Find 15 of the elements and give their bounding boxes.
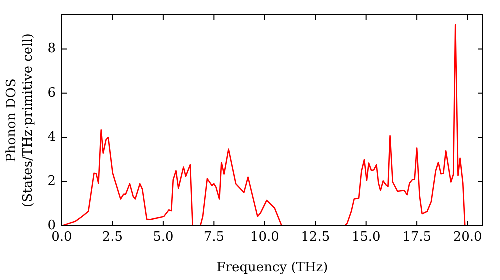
y-tick-label: 6 [48,86,56,101]
x-tick-label: 5.0 [153,230,174,246]
y-axis-title: Phonon DOS (States/THz·primitive cell) [4,33,36,208]
y-tick-label: 2 [48,174,56,190]
x-tick-label: 15.0 [352,230,381,246]
x-tick-label: 0.0 [52,230,72,246]
x-tick-label: 17.5 [402,230,432,246]
x-tick-label: 12.5 [301,230,330,246]
x-tick-label: 7.5 [204,230,225,246]
x-tick-label: 10.0 [250,230,280,246]
y-tick-label: 4 [48,130,56,145]
x-tick-label: 20.0 [453,230,482,246]
y-tick-label: 8 [48,42,56,57]
x-axis-title: Frequency (THz) [216,260,328,276]
x-tick-label: 2.5 [102,230,124,246]
